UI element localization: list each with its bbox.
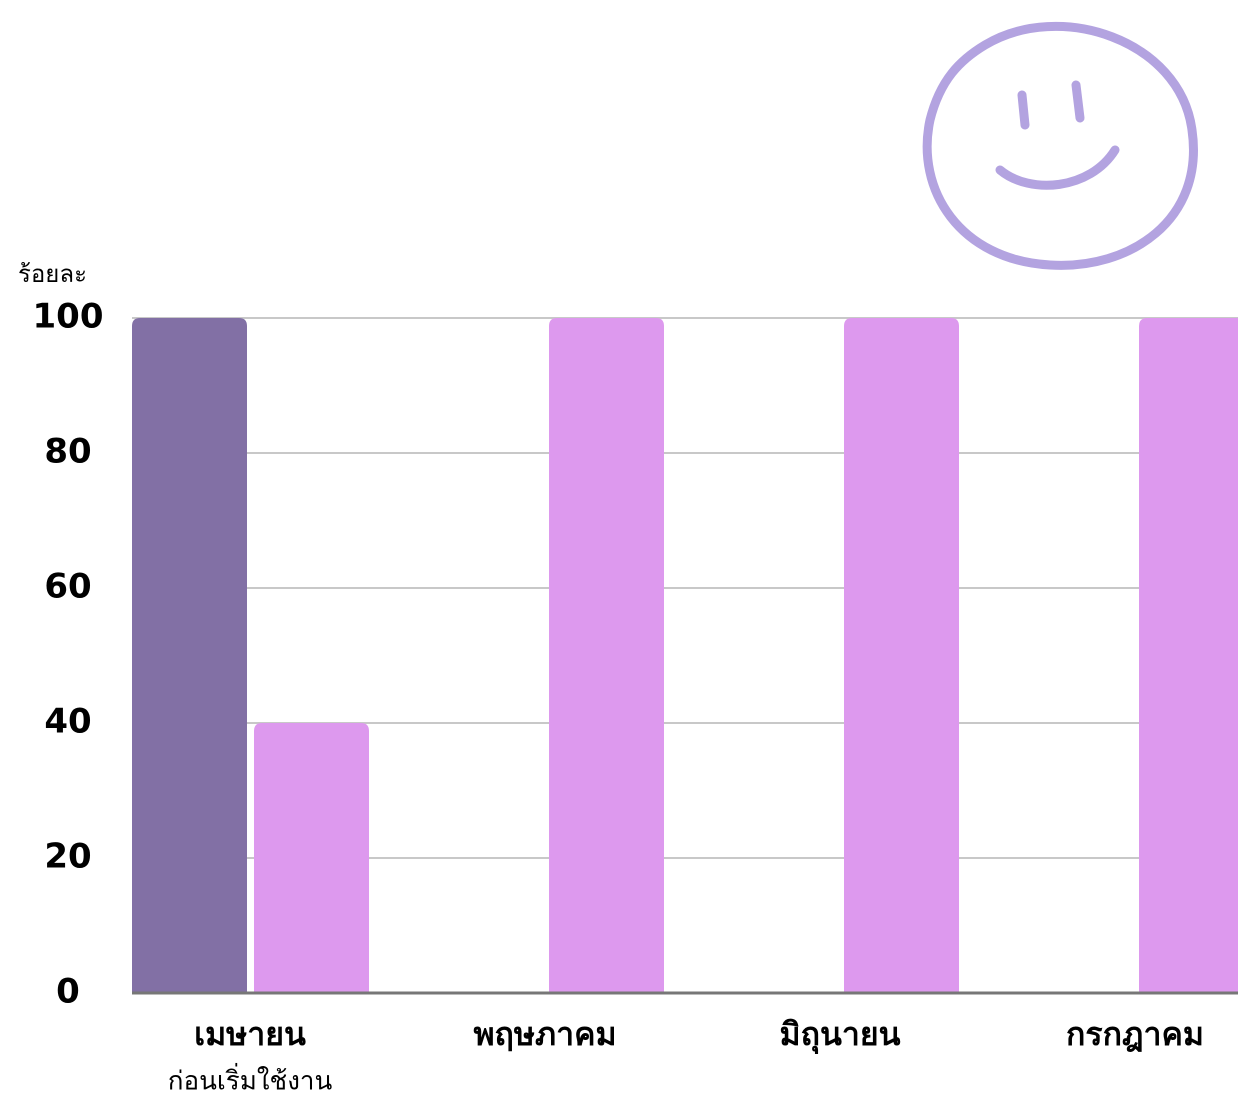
bar — [132, 318, 247, 993]
smiley-decoration — [927, 26, 1193, 265]
bar — [1139, 318, 1238, 993]
y-tick-label: 20 — [44, 837, 91, 877]
y-tick-label: 60 — [44, 567, 91, 607]
y-axis-label: ร้อยละ — [18, 260, 87, 288]
y-tick-label: 80 — [44, 432, 91, 472]
x-tick-label: มิถุนายน — [780, 1015, 901, 1055]
x-tick-label: พฤษภาคม — [473, 1015, 616, 1053]
x-tick-label: กรกฎาคม — [1066, 1015, 1204, 1053]
y-tick-label: 0 — [56, 972, 80, 1012]
page: {"chart_data": {"type": "bar", "y_label"… — [0, 0, 1238, 1098]
bar — [844, 318, 959, 993]
annotation: ก่อนเริ่มใช้งาน — [168, 1063, 333, 1097]
bar — [254, 723, 369, 993]
y-tick-label: 100 — [33, 297, 104, 337]
chart: ร้อยละ ก่อนเริ่มใช้งาน 0 20 40 60 80 100 เมษาย… — [0, 0, 1238, 1098]
y-tick-label: 40 — [44, 702, 91, 742]
bar — [549, 318, 664, 993]
x-tick-label: เมษายน — [194, 1015, 306, 1053]
